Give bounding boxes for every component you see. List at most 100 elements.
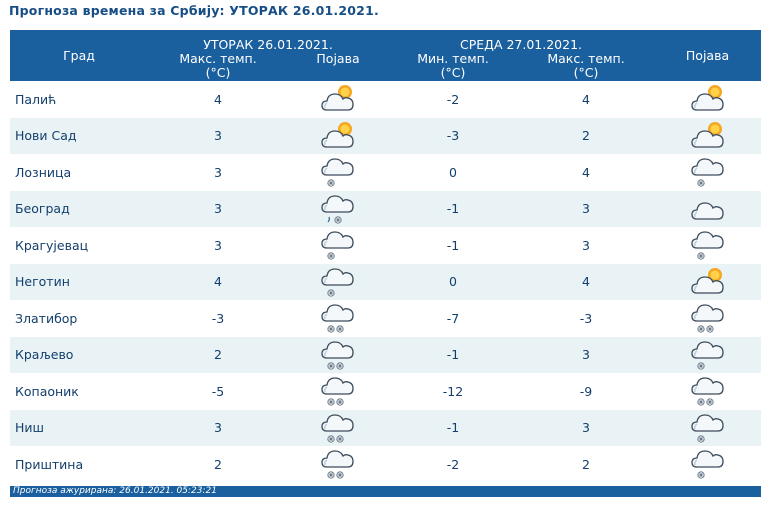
cloud-snow-icon (686, 300, 730, 336)
table-row: Нови Сад 3 -3 2 (10, 117, 762, 154)
day2-phenomenon (654, 154, 762, 191)
day1-phenomenon (288, 336, 389, 373)
day2-max-temp: 4 (518, 154, 655, 191)
cloud-light-snow-icon (316, 154, 360, 190)
city-name: Лозница (10, 154, 148, 191)
day2-max-temp: -9 (518, 373, 655, 410)
day1-max-temp: -3 (148, 300, 288, 337)
day1-header: УТОРАК 26.01.2021. (148, 30, 389, 52)
day1-max-temp: 3 (148, 154, 288, 191)
day2-min-temp-unit: (°C) (440, 65, 466, 80)
day2-phenomenon (654, 227, 762, 264)
cloud-sleet-icon (316, 191, 360, 227)
day2-max-temp: 4 (518, 263, 655, 300)
day1-max-temp: 3 (148, 190, 288, 227)
cloud-snow-icon (316, 300, 360, 336)
update-footer: Прогноза ажурирана: 26.01.2021. 05:23:21 (10, 486, 761, 497)
table-row: Неготин 4 0 4 (10, 263, 762, 300)
city-name: Копаоник (10, 373, 148, 410)
city-name: Краљево (10, 336, 148, 373)
day2-max-temp: 3 (518, 190, 655, 227)
partly-sunny-cloud-icon (686, 81, 730, 117)
day2-max-temp: 3 (518, 336, 655, 373)
page-title: Прогноза времена за Србију: УТОРАК 26.01… (9, 3, 379, 18)
table-row: Копаоник -5 -12 -9 (10, 373, 762, 410)
day1-phenomenon (288, 190, 389, 227)
cloud-icon (686, 191, 730, 227)
day2-min-temp: -1 (388, 336, 519, 373)
day2-phenomenon (654, 117, 762, 154)
partly-sunny-cloud-icon (316, 81, 360, 117)
table-header-row: Град УТОРАК 26.01.2021. СРЕДА 27.01.2021… (10, 30, 762, 81)
table-row: Ниш 3 -1 3 (10, 409, 762, 446)
day1-max-temp: 4 (148, 81, 288, 118)
day2-max-temp-header: Макс. темп. (°C) (518, 52, 655, 81)
day1-phenomenon (288, 227, 389, 264)
day1-phenomenon (288, 154, 389, 191)
day2-phenomenon (654, 190, 762, 227)
day2-phenomenon (654, 81, 762, 118)
city-name: Крагујевац (10, 227, 148, 264)
city-name: Ниш (10, 409, 148, 446)
day1-phenomenon (288, 81, 389, 118)
day2-min-temp-label: Мин. темп. (417, 51, 489, 66)
city-name: Приштина (10, 446, 148, 483)
table-row: Палић 4 -2 4 (10, 81, 762, 118)
day1-phenomenon (288, 263, 389, 300)
table-row: Београд 3 -1 3 (10, 190, 762, 227)
day2-min-temp: -12 (388, 373, 519, 410)
day1-max-temp: -5 (148, 373, 288, 410)
day1-phenomenon (288, 117, 389, 154)
day2-min-temp: 0 (388, 154, 519, 191)
day2-phenomenon (654, 446, 762, 483)
table-row: Краљево 2 -1 3 (10, 336, 762, 373)
day2-phenomenon (654, 336, 762, 373)
day2-phenomenon (654, 409, 762, 446)
day2-phenomenon (654, 263, 762, 300)
city-name: Нови Сад (10, 117, 148, 154)
day1-phenomenon (288, 446, 389, 483)
city-name: Београд (10, 190, 148, 227)
partly-sunny-cloud-icon (316, 118, 360, 154)
day1-max-temp: 2 (148, 446, 288, 483)
day2-max-temp: 3 (518, 227, 655, 264)
cloud-light-snow-icon (686, 446, 730, 482)
day1-max-temp: 4 (148, 263, 288, 300)
day1-phenomenon-header: Појава (288, 52, 389, 81)
table-subheader-row: Макс. темп. (°C) Појава Мин. темп. (°C) … (10, 52, 761, 81)
cloud-snow-icon (316, 373, 360, 409)
cloud-light-snow-icon (686, 337, 730, 373)
day2-min-temp: -1 (388, 190, 519, 227)
day2-header: СРЕДА 27.01.2021. (388, 30, 655, 52)
day1-max-temp-label: Макс. темп. (179, 51, 257, 66)
forecast-table: Град УТОРАК 26.01.2021. СРЕДА 27.01.2021… (10, 30, 762, 483)
day2-min-temp: -1 (388, 227, 519, 264)
day1-phenomenon (288, 373, 389, 410)
day2-min-temp: -2 (388, 81, 519, 118)
day1-max-temp: 3 (148, 117, 288, 154)
day2-max-temp: -3 (518, 300, 655, 337)
day2-min-temp: -2 (388, 446, 519, 483)
forecast-body: Палић 4 -2 4 Нови Сад 3 -3 2 Лозница 3 0 4 Београд 3-… (10, 81, 762, 483)
day2-max-temp: 4 (518, 81, 655, 118)
day2-max-temp-unit: (°C) (573, 65, 599, 80)
city-column-header: Град (10, 30, 148, 81)
cloud-snow-icon (316, 337, 360, 373)
day2-min-temp: 0 (388, 263, 519, 300)
cloud-light-snow-icon (686, 227, 730, 263)
day2-min-temp: -7 (388, 300, 519, 337)
cloud-light-snow-icon (316, 227, 360, 263)
table-row: Приштина 2 -2 2 (10, 446, 762, 483)
day1-max-temp: 2 (148, 336, 288, 373)
table-row: Златибор -3 -7 -3 (10, 300, 762, 337)
cloud-light-snow-icon (686, 410, 730, 446)
city-name: Златибор (10, 300, 148, 337)
day2-phenomenon (654, 300, 762, 337)
day1-max-temp: 3 (148, 227, 288, 264)
day2-min-temp-header: Мин. темп. (°C) (388, 51, 519, 81)
table-row: Лозница 3 0 4 (10, 154, 762, 191)
day2-max-temp: 3 (518, 409, 655, 446)
partly-sunny-cloud-icon (686, 264, 730, 300)
day1-phenomenon (288, 409, 389, 446)
cloud-light-snow-icon (316, 264, 360, 300)
